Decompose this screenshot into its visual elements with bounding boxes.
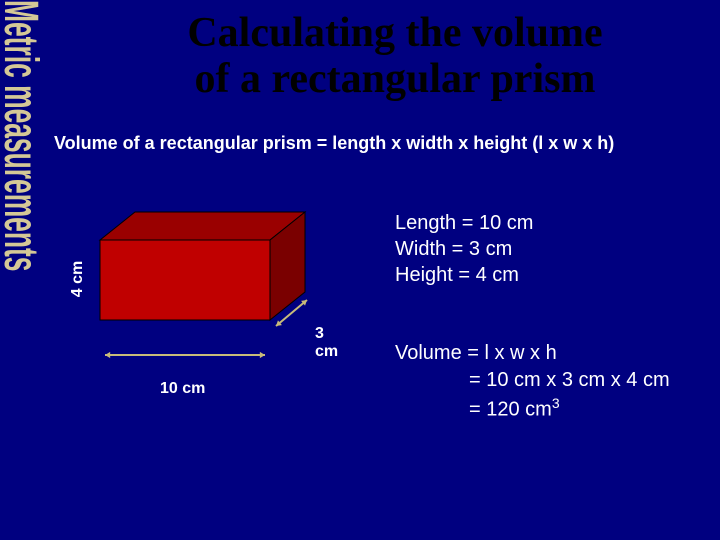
- prism-svg: [90, 200, 370, 400]
- prism-top-face: [100, 212, 305, 240]
- length-line: Length = 10 cm: [395, 210, 533, 236]
- volume-calculation: Volume = l x w x h = 10 cm x 3 cm x 4 cm…: [395, 340, 670, 424]
- height-dimension-label: 4 cm: [69, 261, 87, 297]
- prism-diagram: 4 cm 10 cm 3 cm: [90, 200, 340, 400]
- calc-line-3-prefix: = 120 cm: [469, 399, 552, 421]
- length-arrow-icon: [105, 352, 265, 358]
- calc-line-2: = 10 cm x 3 cm x 4 cm: [395, 367, 670, 394]
- calc-line-1: Volume = l x w x h: [395, 340, 670, 367]
- width-dimension-label: 3 cm: [315, 325, 340, 361]
- sidebar-text: Metric measurements: [0, 0, 48, 297]
- title-line-2: of a rectangular prism: [195, 56, 596, 102]
- height-line: Height = 4 cm: [395, 262, 533, 288]
- title-line-1: Calculating the volume: [187, 10, 602, 56]
- calc-exponent: 3: [552, 395, 560, 411]
- length-dimension-label: 10 cm: [160, 380, 205, 398]
- sidebar-vertical-label: Metric measurements: [0, 0, 48, 540]
- slide-title: Calculating the volume of a rectangular …: [110, 10, 680, 102]
- width-line: Width = 3 cm: [395, 236, 533, 262]
- prism-front-face: [100, 240, 270, 320]
- calc-line-3: = 120 cm3: [395, 394, 670, 424]
- volume-formula-text: Volume of a rectangular prism = length x…: [54, 133, 704, 154]
- dimensions-list: Length = 10 cm Width = 3 cm Height = 4 c…: [395, 210, 533, 288]
